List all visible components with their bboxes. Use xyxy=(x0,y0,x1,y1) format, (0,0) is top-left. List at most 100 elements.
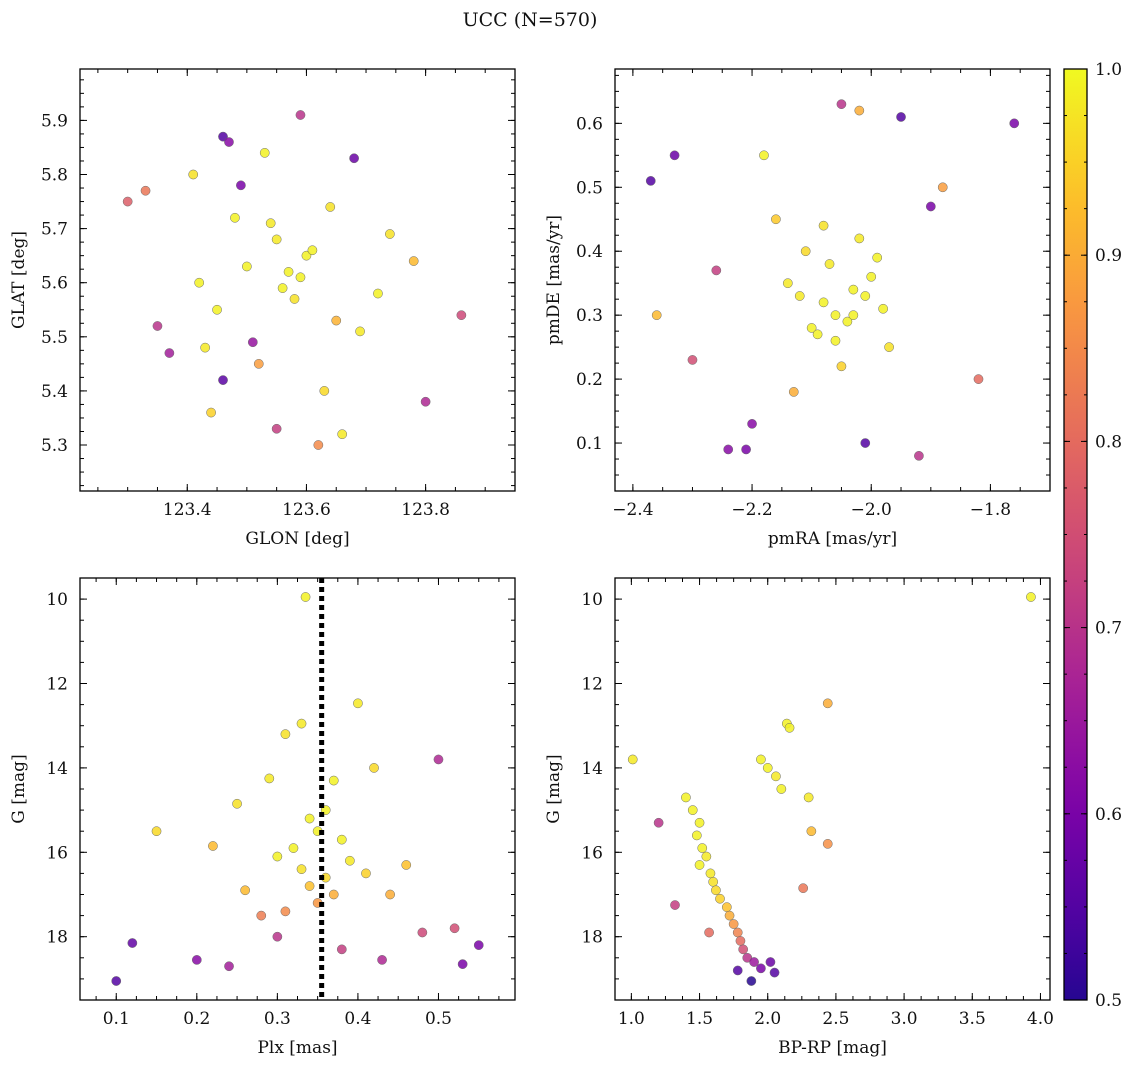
scatter-point xyxy=(272,931,283,942)
scatter-point xyxy=(836,99,847,110)
subplot-grid: 123.4 123.6 123.8 5.3 5.4 5.5 5.6 5.7 5.8 5.9 GLON… xyxy=(9,68,1054,1058)
scatter-point xyxy=(788,387,799,397)
scatter-point xyxy=(803,792,814,803)
scatter-point xyxy=(457,959,468,969)
y-tick-label: 12 xyxy=(46,675,68,695)
x-tick-label: 1.5 xyxy=(686,1009,713,1029)
scatter-point xyxy=(224,961,234,972)
scatter-point xyxy=(127,938,138,948)
scatter-points xyxy=(111,592,484,986)
scatter-points xyxy=(627,592,1036,986)
scatter-point xyxy=(872,252,883,263)
scatter-point xyxy=(721,902,732,913)
scatter-point xyxy=(212,304,222,315)
scatter-point xyxy=(694,860,705,870)
axes-frame xyxy=(79,68,516,492)
scatter-point xyxy=(152,321,163,331)
scatter-point xyxy=(705,868,716,879)
scatter-point xyxy=(848,284,859,295)
x-tick-label: 0.3 xyxy=(264,1009,291,1029)
scatter-points xyxy=(645,99,1020,461)
x-tick-label: 2.5 xyxy=(822,1009,849,1029)
x-tick-label: 2.0 xyxy=(754,1009,781,1029)
scatter-point xyxy=(715,893,725,904)
scatter-point xyxy=(884,342,894,352)
scatter-point xyxy=(854,105,865,116)
scatter-point xyxy=(300,592,311,602)
scatter-point xyxy=(337,429,348,440)
scatter-point xyxy=(164,348,175,358)
x-tick-label: −1.8 xyxy=(970,500,1011,520)
scatter-point xyxy=(218,375,228,385)
scatter-point xyxy=(349,153,359,164)
scatter-point xyxy=(794,291,805,301)
y-tick-label: 0.5 xyxy=(576,178,603,198)
scatter-point xyxy=(325,202,336,212)
scatter-point xyxy=(236,180,246,191)
scatter-point xyxy=(759,150,769,161)
y-tick-label: 0.1 xyxy=(576,434,603,454)
scatter-point xyxy=(724,910,735,921)
y-tick-label: 0.4 xyxy=(576,242,603,262)
colorbar-tick-label: 0.9 xyxy=(1095,246,1122,266)
scatter-point xyxy=(651,310,662,321)
x-axis-label: GLON [deg] xyxy=(245,529,349,549)
x-tick-label: 1.0 xyxy=(618,1009,645,1029)
scatter-point xyxy=(224,137,234,147)
scatter-point xyxy=(854,233,865,244)
y-axis-label: pmDE [mas/yr] xyxy=(544,215,564,345)
scatter-point xyxy=(304,881,315,891)
scatter-point xyxy=(265,218,276,229)
scatter-point xyxy=(866,271,877,282)
x-axis-label: pmRA [mas/yr] xyxy=(768,529,897,549)
scatter-point xyxy=(264,773,275,784)
panel-plx-g: 0.1 0.2 0.3 0.4 0.5 10 12 14 16 18 Plx [mas] G [mag… xyxy=(9,577,516,1058)
scatter-point xyxy=(369,763,379,773)
scatter-point xyxy=(701,851,712,862)
y-tick-label: 16 xyxy=(46,843,68,863)
colorbar-tick-label: 0.8 xyxy=(1095,432,1122,452)
scatter-point xyxy=(822,839,833,849)
scatter-point xyxy=(241,261,252,272)
scatter-point xyxy=(756,963,766,974)
scatter-point xyxy=(420,396,431,407)
scatter-point xyxy=(769,967,780,978)
scatter-point xyxy=(914,450,924,461)
scatter-point xyxy=(449,923,460,934)
scatter-point xyxy=(687,805,698,815)
scatter-point xyxy=(723,444,734,455)
y-tick-label: 10 xyxy=(581,590,603,610)
scatter-point xyxy=(473,940,484,950)
scatter-points xyxy=(122,110,467,450)
x-tick-label: 0.5 xyxy=(425,1009,452,1029)
figure-title: UCC (N=570) xyxy=(463,9,598,31)
panel-pmra-pmde: −2.4 −2.2 −2.0 −1.8 0.1 0.2 0.3 0.4 0.5 0.6 pmRA [… xyxy=(544,68,1051,549)
scatter-point xyxy=(937,182,948,193)
scatter-point xyxy=(735,936,746,946)
scatter-point xyxy=(331,315,342,326)
scatter-point xyxy=(345,855,355,866)
scatter-point xyxy=(741,444,751,455)
scatter-point xyxy=(313,440,324,450)
scatter-point xyxy=(732,965,743,976)
x-tick-label: 0.1 xyxy=(103,1009,130,1029)
scatter-point xyxy=(417,927,428,938)
scatter-point xyxy=(272,851,283,862)
scatter-point xyxy=(385,889,395,900)
scatter-point xyxy=(271,423,282,434)
y-tick-label: 16 xyxy=(581,843,603,863)
scatter-point xyxy=(319,386,330,396)
scatter-point xyxy=(247,337,258,348)
colorbar: 0.5 0.6 0.7 0.8 0.9 1.0 xyxy=(1063,60,1122,1011)
scatter-point xyxy=(711,265,722,276)
scatter-point xyxy=(295,110,306,120)
scatter-point xyxy=(746,976,757,986)
scatter-point xyxy=(670,900,680,910)
y-tick-label: 14 xyxy=(46,759,68,779)
y-tick-label: 14 xyxy=(581,759,603,779)
scatter-point xyxy=(122,196,133,207)
y-tick-label: 5.9 xyxy=(41,111,68,131)
scatter-point xyxy=(240,885,250,896)
scatter-point xyxy=(256,910,267,921)
y-axis-label: GLAT [deg] xyxy=(9,231,29,329)
